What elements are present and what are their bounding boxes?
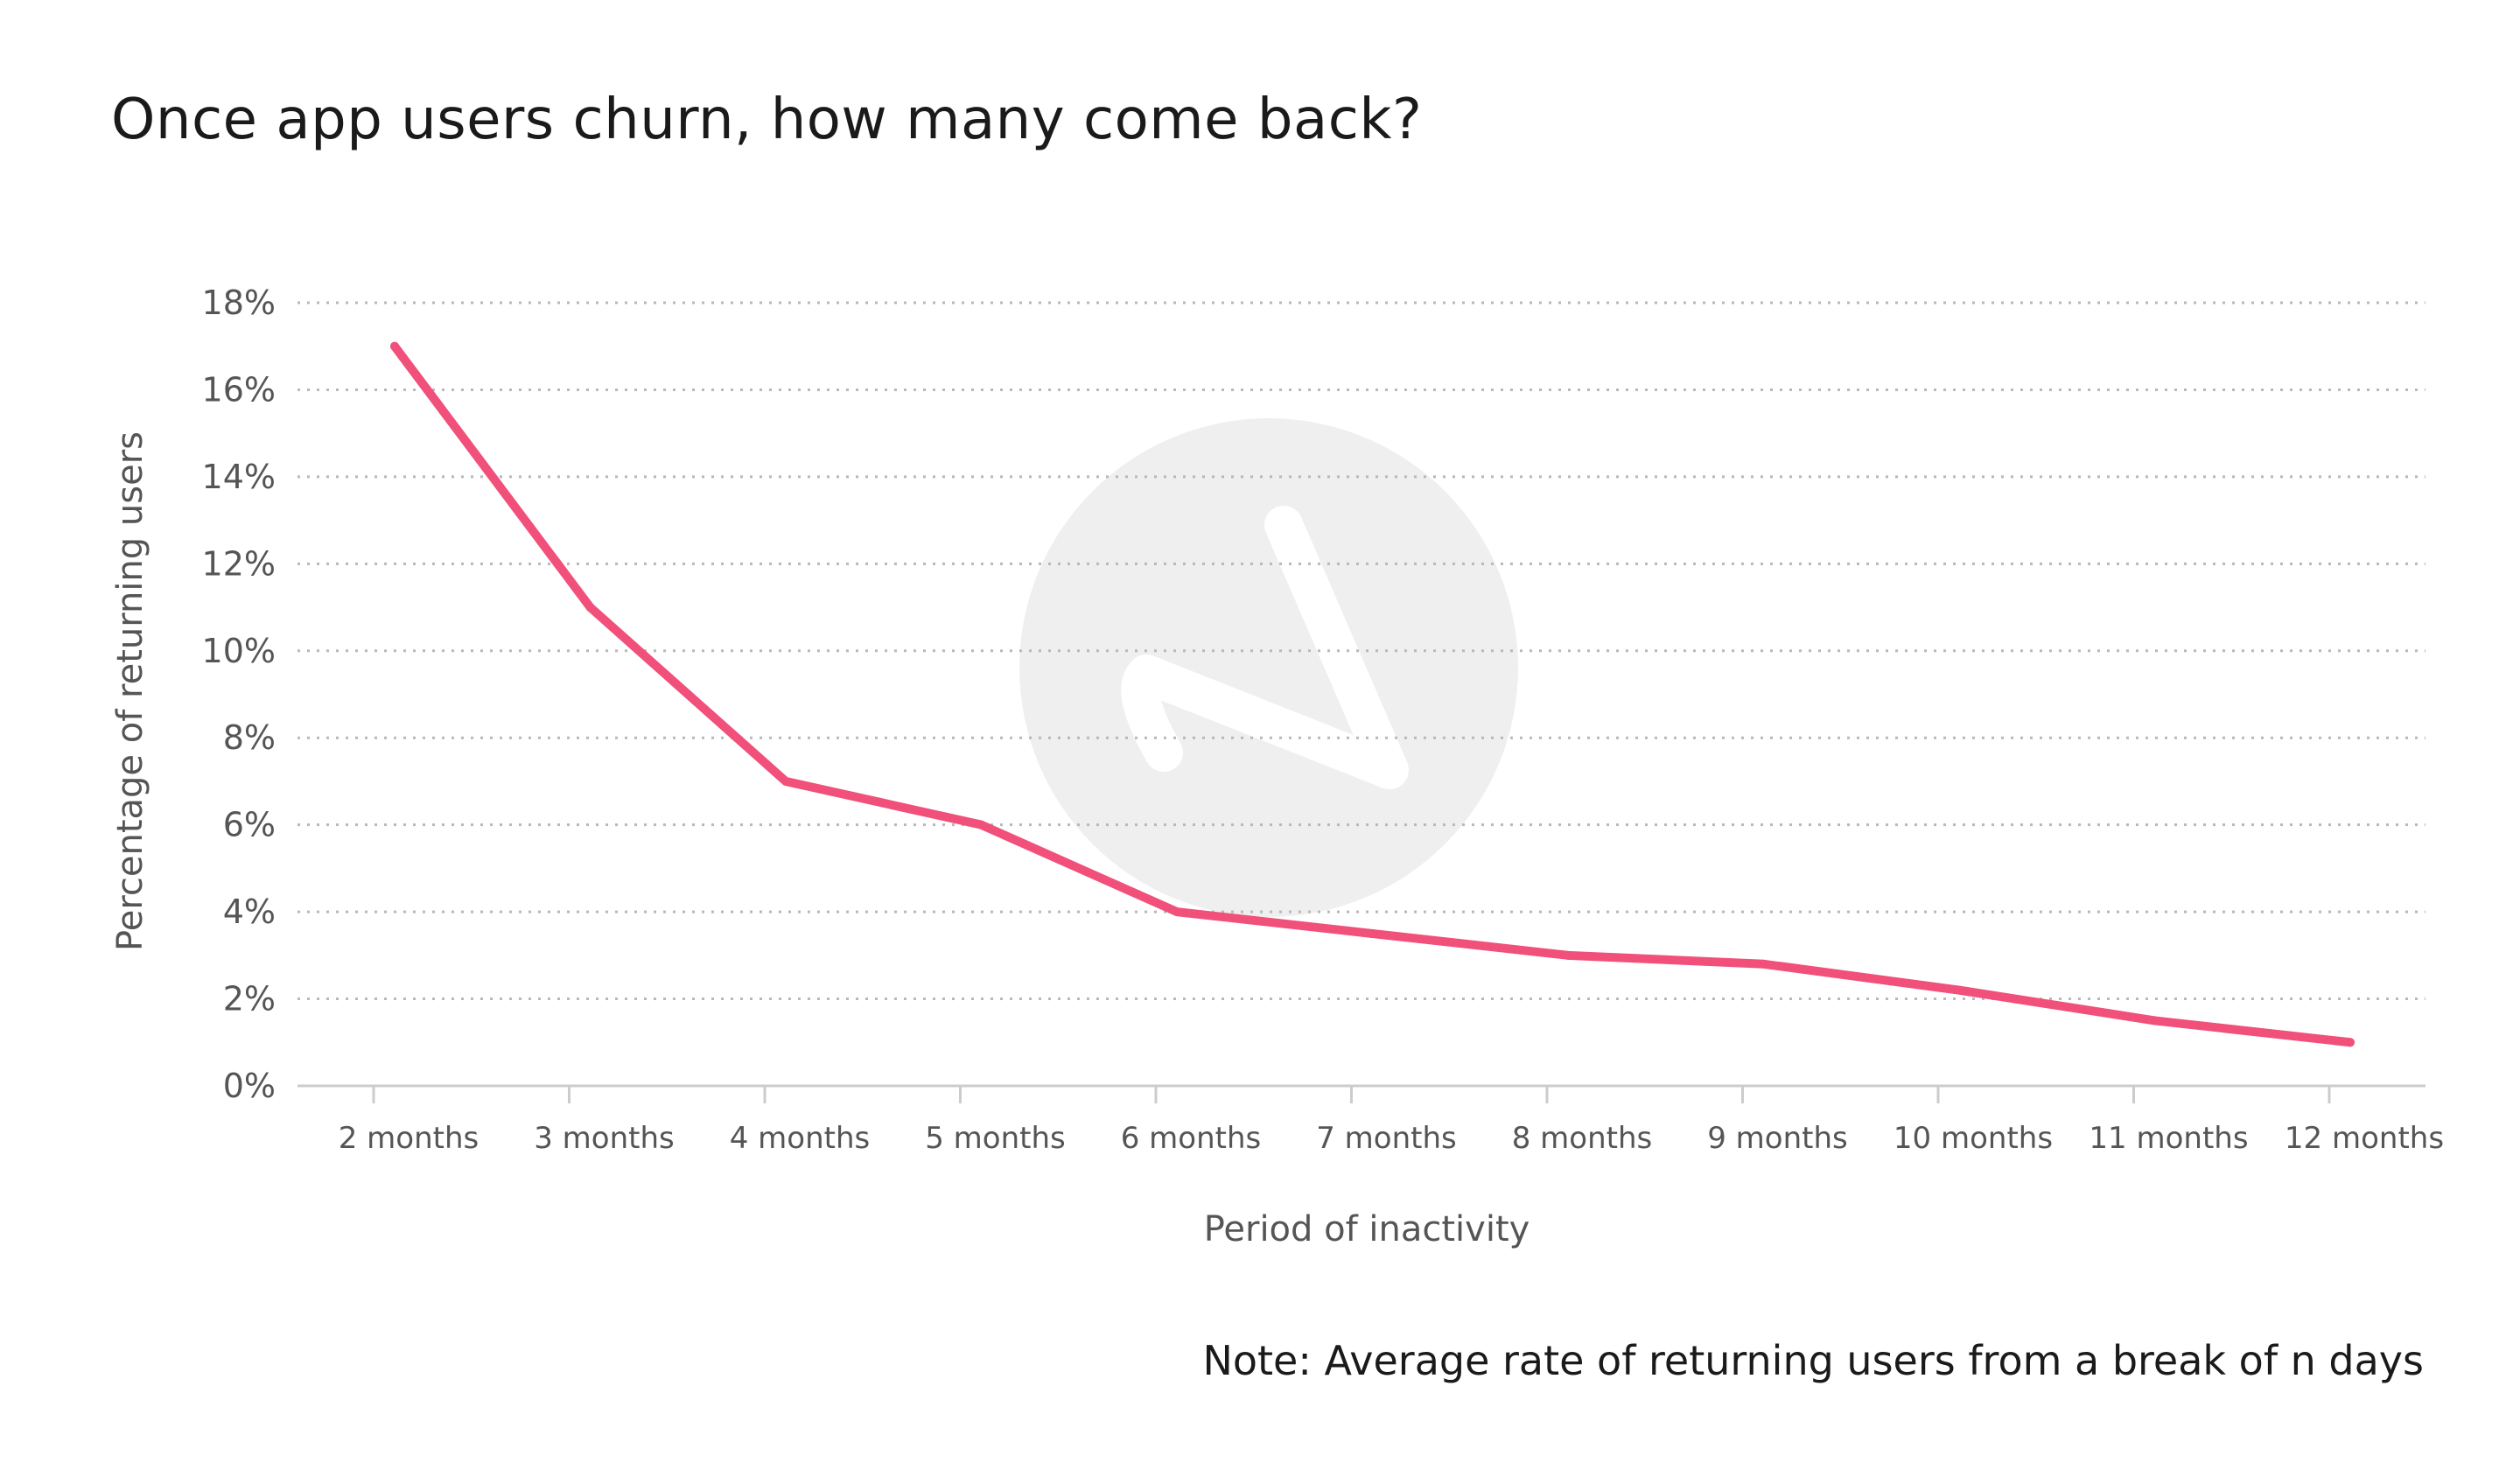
data-point bbox=[1759, 959, 1768, 969]
x-tick-label: 9 months bbox=[1707, 1121, 1848, 1156]
y-tick-label: 16% bbox=[202, 370, 276, 409]
logo-watermark-icon bbox=[1019, 418, 1518, 917]
grid-lines bbox=[298, 301, 2426, 1001]
x-tick-label: 5 months bbox=[925, 1121, 1066, 1156]
y-tick-label: 2% bbox=[223, 980, 276, 1018]
x-tick-label: 12 months bbox=[2285, 1121, 2444, 1156]
x-tick-label: 10 months bbox=[1894, 1121, 2053, 1156]
x-tick-label: 2 months bbox=[339, 1121, 480, 1156]
data-point bbox=[1955, 985, 1964, 995]
data-point bbox=[390, 341, 399, 351]
x-tick-label: 7 months bbox=[1316, 1121, 1457, 1156]
y-tick-label: 8% bbox=[223, 718, 276, 757]
data-point bbox=[1172, 907, 1181, 917]
y-tick-label: 10% bbox=[202, 632, 276, 670]
data-point bbox=[976, 820, 986, 830]
x-axis: 2 months 3 months 4 months 5 months 6 months… bbox=[298, 1084, 2444, 1156]
x-tick-label: 11 months bbox=[2089, 1121, 2248, 1156]
x-tick-label: 8 months bbox=[1512, 1121, 1653, 1156]
y-tick-label: 4% bbox=[223, 892, 276, 931]
y-axis-label: Percentage of returning users bbox=[110, 431, 150, 951]
chart-title: Once app users churn, how many come back… bbox=[111, 88, 1423, 152]
y-axis-ticks: 0% 2% 4% 6% 8% 10% 12% 14% 16% 18% bbox=[202, 284, 276, 1105]
y-tick-label: 0% bbox=[223, 1067, 276, 1105]
data-point bbox=[585, 603, 595, 612]
data-point bbox=[2346, 1038, 2355, 1047]
y-tick-label: 18% bbox=[202, 284, 276, 322]
y-tick-label: 6% bbox=[223, 806, 276, 844]
data-point bbox=[2150, 1016, 2160, 1026]
chart-note: Note: Average rate of returning users fr… bbox=[1202, 1337, 2424, 1384]
x-tick-label: 6 months bbox=[1121, 1121, 1262, 1156]
y-tick-label: 12% bbox=[202, 544, 276, 583]
x-tick-label: 3 months bbox=[534, 1121, 675, 1156]
series-line-group bbox=[390, 341, 2355, 1047]
data-point bbox=[1564, 950, 1572, 960]
x-tick-label: 4 months bbox=[730, 1121, 871, 1156]
data-point bbox=[1368, 928, 1377, 938]
y-tick-label: 14% bbox=[202, 458, 276, 496]
x-axis-label: Period of inactivity bbox=[1204, 1209, 1530, 1250]
data-point bbox=[781, 776, 790, 786]
